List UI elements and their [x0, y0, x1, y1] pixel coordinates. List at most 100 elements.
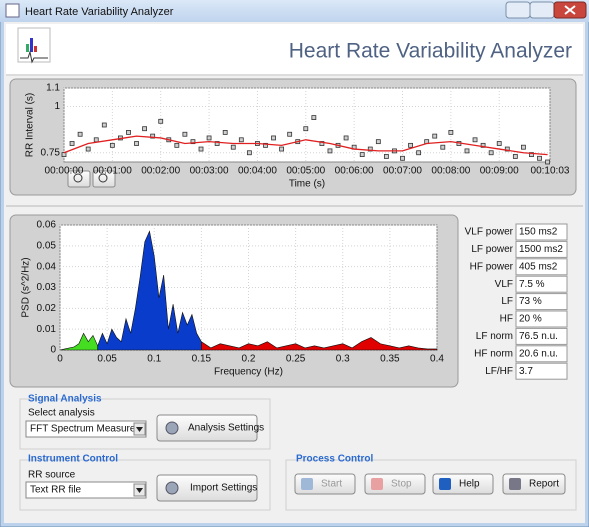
maximize-button[interactable] — [529, 1, 555, 19]
rr-point — [504, 146, 510, 152]
rr-point — [545, 159, 550, 165]
rr-point — [464, 148, 470, 154]
rr-point — [279, 146, 285, 152]
x-tick-label: 0.05 — [97, 354, 117, 365]
measure-label: HF norm — [474, 348, 513, 359]
measure-value: 73 % — [519, 296, 542, 307]
measure-value: 20 % — [519, 314, 542, 325]
x-tick-label: 0.2 — [242, 354, 256, 365]
import-settings-button[interactable] — [156, 474, 258, 502]
analysis-settings-button[interactable] — [156, 414, 258, 442]
app-icon — [5, 3, 20, 18]
minimize-button[interactable] — [505, 1, 531, 19]
instrument-control-group — [19, 459, 271, 511]
header — [6, 24, 583, 74]
rr-point — [440, 144, 446, 150]
rr-point — [375, 139, 381, 145]
rr-point — [142, 126, 147, 132]
measure-label: LF — [501, 296, 513, 307]
measure-value: 20.6 n.u. — [519, 348, 558, 359]
x-tick-label: 0.35 — [380, 354, 400, 365]
group-title: Process Control — [296, 454, 373, 465]
rr-point — [496, 141, 502, 146]
measure-value: 405 ms2 — [519, 261, 558, 272]
source-dropdown[interactable] — [25, 481, 147, 499]
button-icon — [509, 478, 521, 490]
rr-point — [93, 137, 99, 143]
y-axis-label: PSD (s^2/Hz) — [21, 257, 32, 317]
field-label: RR source — [28, 470, 76, 481]
x-tick-label: 00:02:00 — [141, 166, 180, 177]
button-label: Stop — [391, 479, 412, 490]
rr-point — [537, 155, 542, 161]
measure-box — [515, 258, 568, 276]
y-tick-label: 0.06 — [37, 220, 57, 231]
group-title: Signal Analysis — [28, 394, 102, 405]
rr-point — [246, 150, 252, 156]
y-tick-label: 0 — [50, 345, 56, 356]
x-tick-label: 00:08:00 — [431, 166, 470, 177]
arrow-icon — [136, 427, 143, 432]
measure-box — [515, 240, 568, 258]
rr-point — [480, 142, 486, 148]
rr-point — [214, 141, 220, 146]
x-tick-label: 0.3 — [336, 354, 350, 365]
x-tick-label: 00:00:00 — [45, 166, 84, 177]
measure-label: HF — [500, 314, 513, 325]
dropdown-value: Text RR file — [30, 485, 82, 496]
y-tick-label: 0.03 — [37, 282, 57, 293]
rr-point — [134, 141, 139, 146]
y-tick-label: 0.05 — [37, 240, 57, 251]
process-control-group — [285, 459, 577, 511]
rr-point — [174, 142, 180, 148]
title-bar — [0, 0, 589, 22]
measure-label: LF power — [471, 244, 513, 255]
measure-label: LF/HF — [485, 366, 513, 377]
x-axis-label: Time (s) — [289, 179, 325, 190]
rr-point — [198, 146, 204, 152]
rr-point — [190, 139, 196, 145]
rr-point — [311, 115, 317, 120]
window-title: Heart Rate Variability Analyzer — [25, 6, 174, 18]
measure-box — [515, 293, 568, 311]
button-icon — [439, 478, 451, 490]
rr-point — [416, 150, 422, 156]
x-tick-label: 00:05:00 — [286, 166, 325, 177]
y-axis-label: RR Interval (s) — [25, 93, 36, 157]
analysis-dropdown[interactable] — [25, 420, 147, 438]
x-axis-label: Frequency (Hz) — [214, 367, 283, 378]
rr-point — [367, 146, 373, 152]
button-label: Start — [321, 479, 342, 490]
header-logo — [17, 27, 51, 64]
x-tick-label: 00:03:00 — [190, 166, 229, 177]
rr-point — [448, 129, 454, 135]
rr-point — [85, 146, 91, 152]
zoom-out-button[interactable] — [92, 170, 116, 188]
measure-value: 76.5 n.u. — [519, 331, 558, 342]
psd-band — [201, 337, 438, 351]
y-tick-label: 1.1 — [46, 83, 60, 94]
psd-band — [97, 230, 202, 351]
rr-point — [521, 144, 526, 150]
rr-point — [432, 133, 438, 139]
rr-point — [101, 122, 107, 128]
x-tick-label: 0.25 — [286, 354, 306, 365]
gear-icon — [165, 481, 179, 495]
zoom-in-button[interactable] — [67, 170, 91, 188]
measure-value: 150 ms2 — [519, 227, 558, 238]
measure-label: HF power — [470, 261, 514, 272]
rr-point — [109, 142, 115, 148]
rr-point — [271, 135, 276, 141]
rr-point — [263, 142, 268, 148]
rr-plot-area — [63, 87, 551, 163]
rr-point — [472, 137, 478, 143]
x-tick-label: 00:09:00 — [480, 166, 519, 177]
x-tick-label: 00:07:00 — [383, 166, 422, 177]
rr-point — [512, 154, 518, 159]
rr-point — [182, 131, 188, 137]
measure-box — [515, 362, 568, 380]
header-title: Heart Rate Variability Analyzer — [289, 40, 572, 63]
measure-label: VLF power — [465, 227, 514, 238]
rr-point — [400, 155, 405, 161]
